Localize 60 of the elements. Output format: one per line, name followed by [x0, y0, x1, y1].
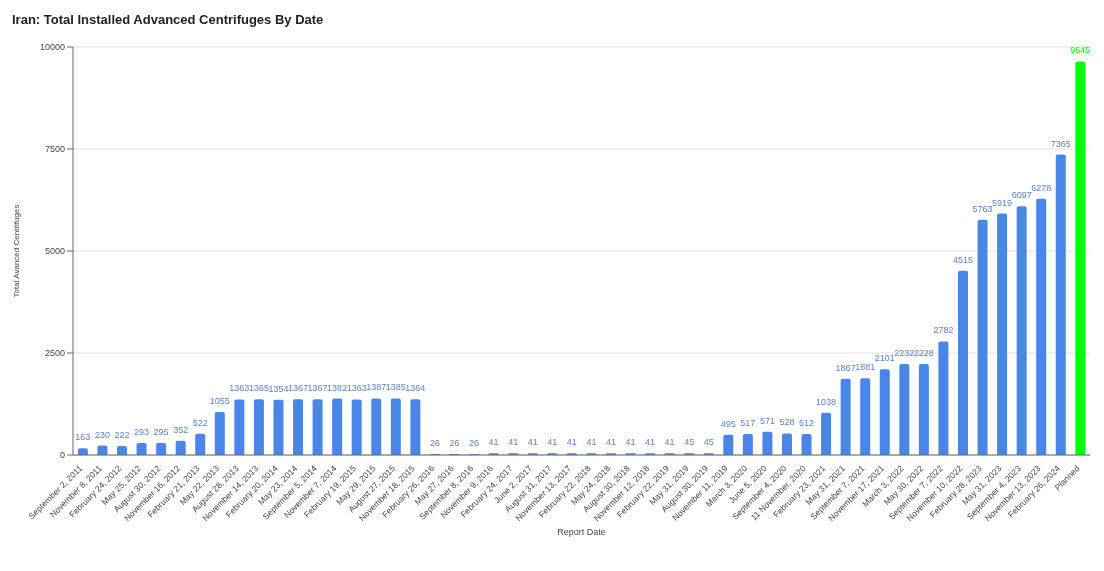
data-label: 1354 [268, 383, 289, 394]
data-label: 41 [664, 437, 675, 448]
data-label: 495 [720, 418, 736, 429]
data-label: 5919 [992, 197, 1013, 208]
data-label: 2101 [874, 353, 895, 364]
data-label: 1055 [209, 395, 230, 406]
data-label: 163 [75, 432, 91, 443]
data-label: 1367 [288, 383, 309, 394]
data-label: 1867 [835, 362, 856, 373]
data-label: 45 [684, 437, 695, 448]
data-label: 295 [153, 426, 169, 437]
data-label: 1881 [855, 362, 876, 373]
data-label: 1038 [816, 396, 837, 407]
data-label: 1367 [307, 383, 328, 394]
data-label: 41 [645, 437, 656, 448]
y-tick-label: 5000 [44, 246, 65, 257]
data-label: 41 [625, 437, 636, 448]
data-label: 5763 [972, 203, 993, 214]
data-label: 41 [605, 437, 616, 448]
chart-title: Iran: Total Installed Advanced Centrifuges By Date [11, 11, 325, 29]
data-label: 2782 [933, 325, 954, 336]
data-label: 26 [469, 437, 480, 448]
data-label: 293 [134, 427, 150, 438]
data-label: 1364 [405, 383, 426, 394]
y-tick-label: 2500 [44, 348, 65, 359]
data-label: 41 [586, 437, 597, 448]
data-label: 45 [703, 437, 714, 448]
data-label: 1363 [229, 383, 250, 394]
data-label: 2232 [894, 347, 915, 358]
data-label: 41 [547, 437, 558, 448]
data-label: 41 [527, 437, 538, 448]
data-label: 2228 [913, 348, 934, 359]
data-label: 222 [114, 429, 130, 440]
data-label: 512 [799, 418, 815, 429]
data-label: 1382 [327, 382, 348, 393]
data-label: 230 [94, 429, 110, 440]
y-tick-label: 10000 [39, 42, 65, 53]
data-label: 1365 [248, 383, 269, 394]
data-label: 522 [192, 417, 208, 428]
data-label: 41 [508, 437, 519, 448]
y-axis-title: Total Avanced Centrifuges [11, 204, 21, 298]
data-label: 41 [566, 437, 577, 448]
y-tick-label: 0 [59, 450, 65, 461]
x-axis-title: Report Date [557, 527, 606, 537]
data-label: 571 [759, 415, 775, 426]
data-label: 1363 [346, 383, 367, 394]
data-label: 7365 [1050, 138, 1071, 149]
data-label: 528 [779, 417, 795, 428]
data-label: 26 [429, 437, 440, 448]
data-label: 6278 [1031, 182, 1052, 193]
data-label: 9645 [1070, 45, 1091, 56]
data-label: 6097 [1011, 190, 1032, 201]
data-label: 1385 [385, 382, 406, 393]
data-label: 352 [173, 424, 189, 435]
data-label: 517 [740, 417, 756, 428]
data-label: 1387 [366, 382, 387, 393]
data-label: 41 [488, 437, 499, 448]
y-tick-label: 7500 [44, 144, 65, 155]
data-label: 26 [449, 437, 460, 448]
data-label: 4515 [952, 254, 973, 265]
